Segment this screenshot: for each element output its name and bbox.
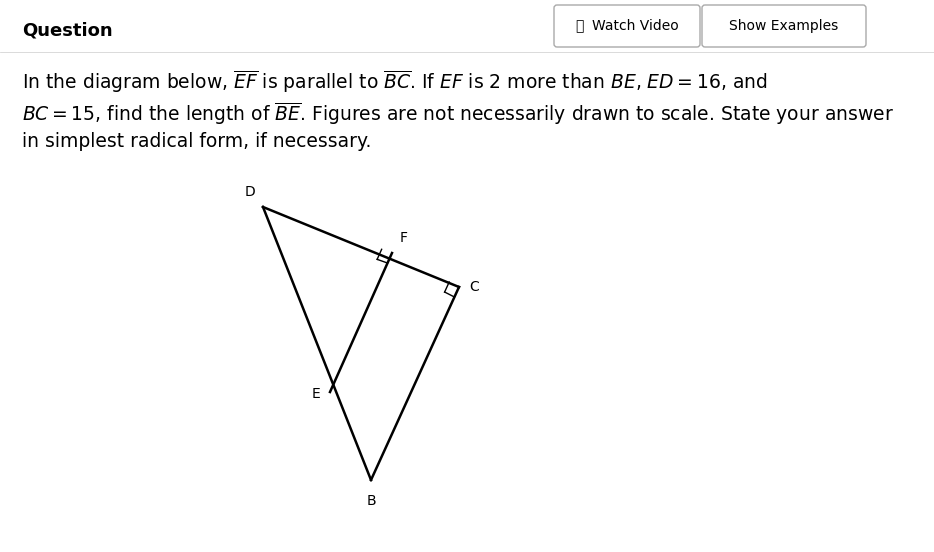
Text: $BC = 15$, find the length of $\overline{BE}$. Figures are not necessarily drawn: $BC = 15$, find the length of $\overline… xyxy=(22,100,894,126)
Text: ⓘ: ⓘ xyxy=(574,19,583,33)
Text: D: D xyxy=(245,185,255,199)
Text: B: B xyxy=(366,494,375,508)
Text: In the diagram below, $\overline{EF}$ is parallel to $\overline{BC}$. If $EF$ is: In the diagram below, $\overline{EF}$ is… xyxy=(22,68,768,94)
Text: C: C xyxy=(469,280,479,294)
FancyBboxPatch shape xyxy=(702,5,866,47)
Text: Watch Video: Watch Video xyxy=(591,19,678,33)
Text: Question: Question xyxy=(22,22,113,40)
Text: F: F xyxy=(400,231,408,245)
Text: Show Examples: Show Examples xyxy=(729,19,839,33)
Text: E: E xyxy=(311,387,320,401)
Text: in simplest radical form, if necessary.: in simplest radical form, if necessary. xyxy=(22,132,372,151)
FancyBboxPatch shape xyxy=(554,5,700,47)
